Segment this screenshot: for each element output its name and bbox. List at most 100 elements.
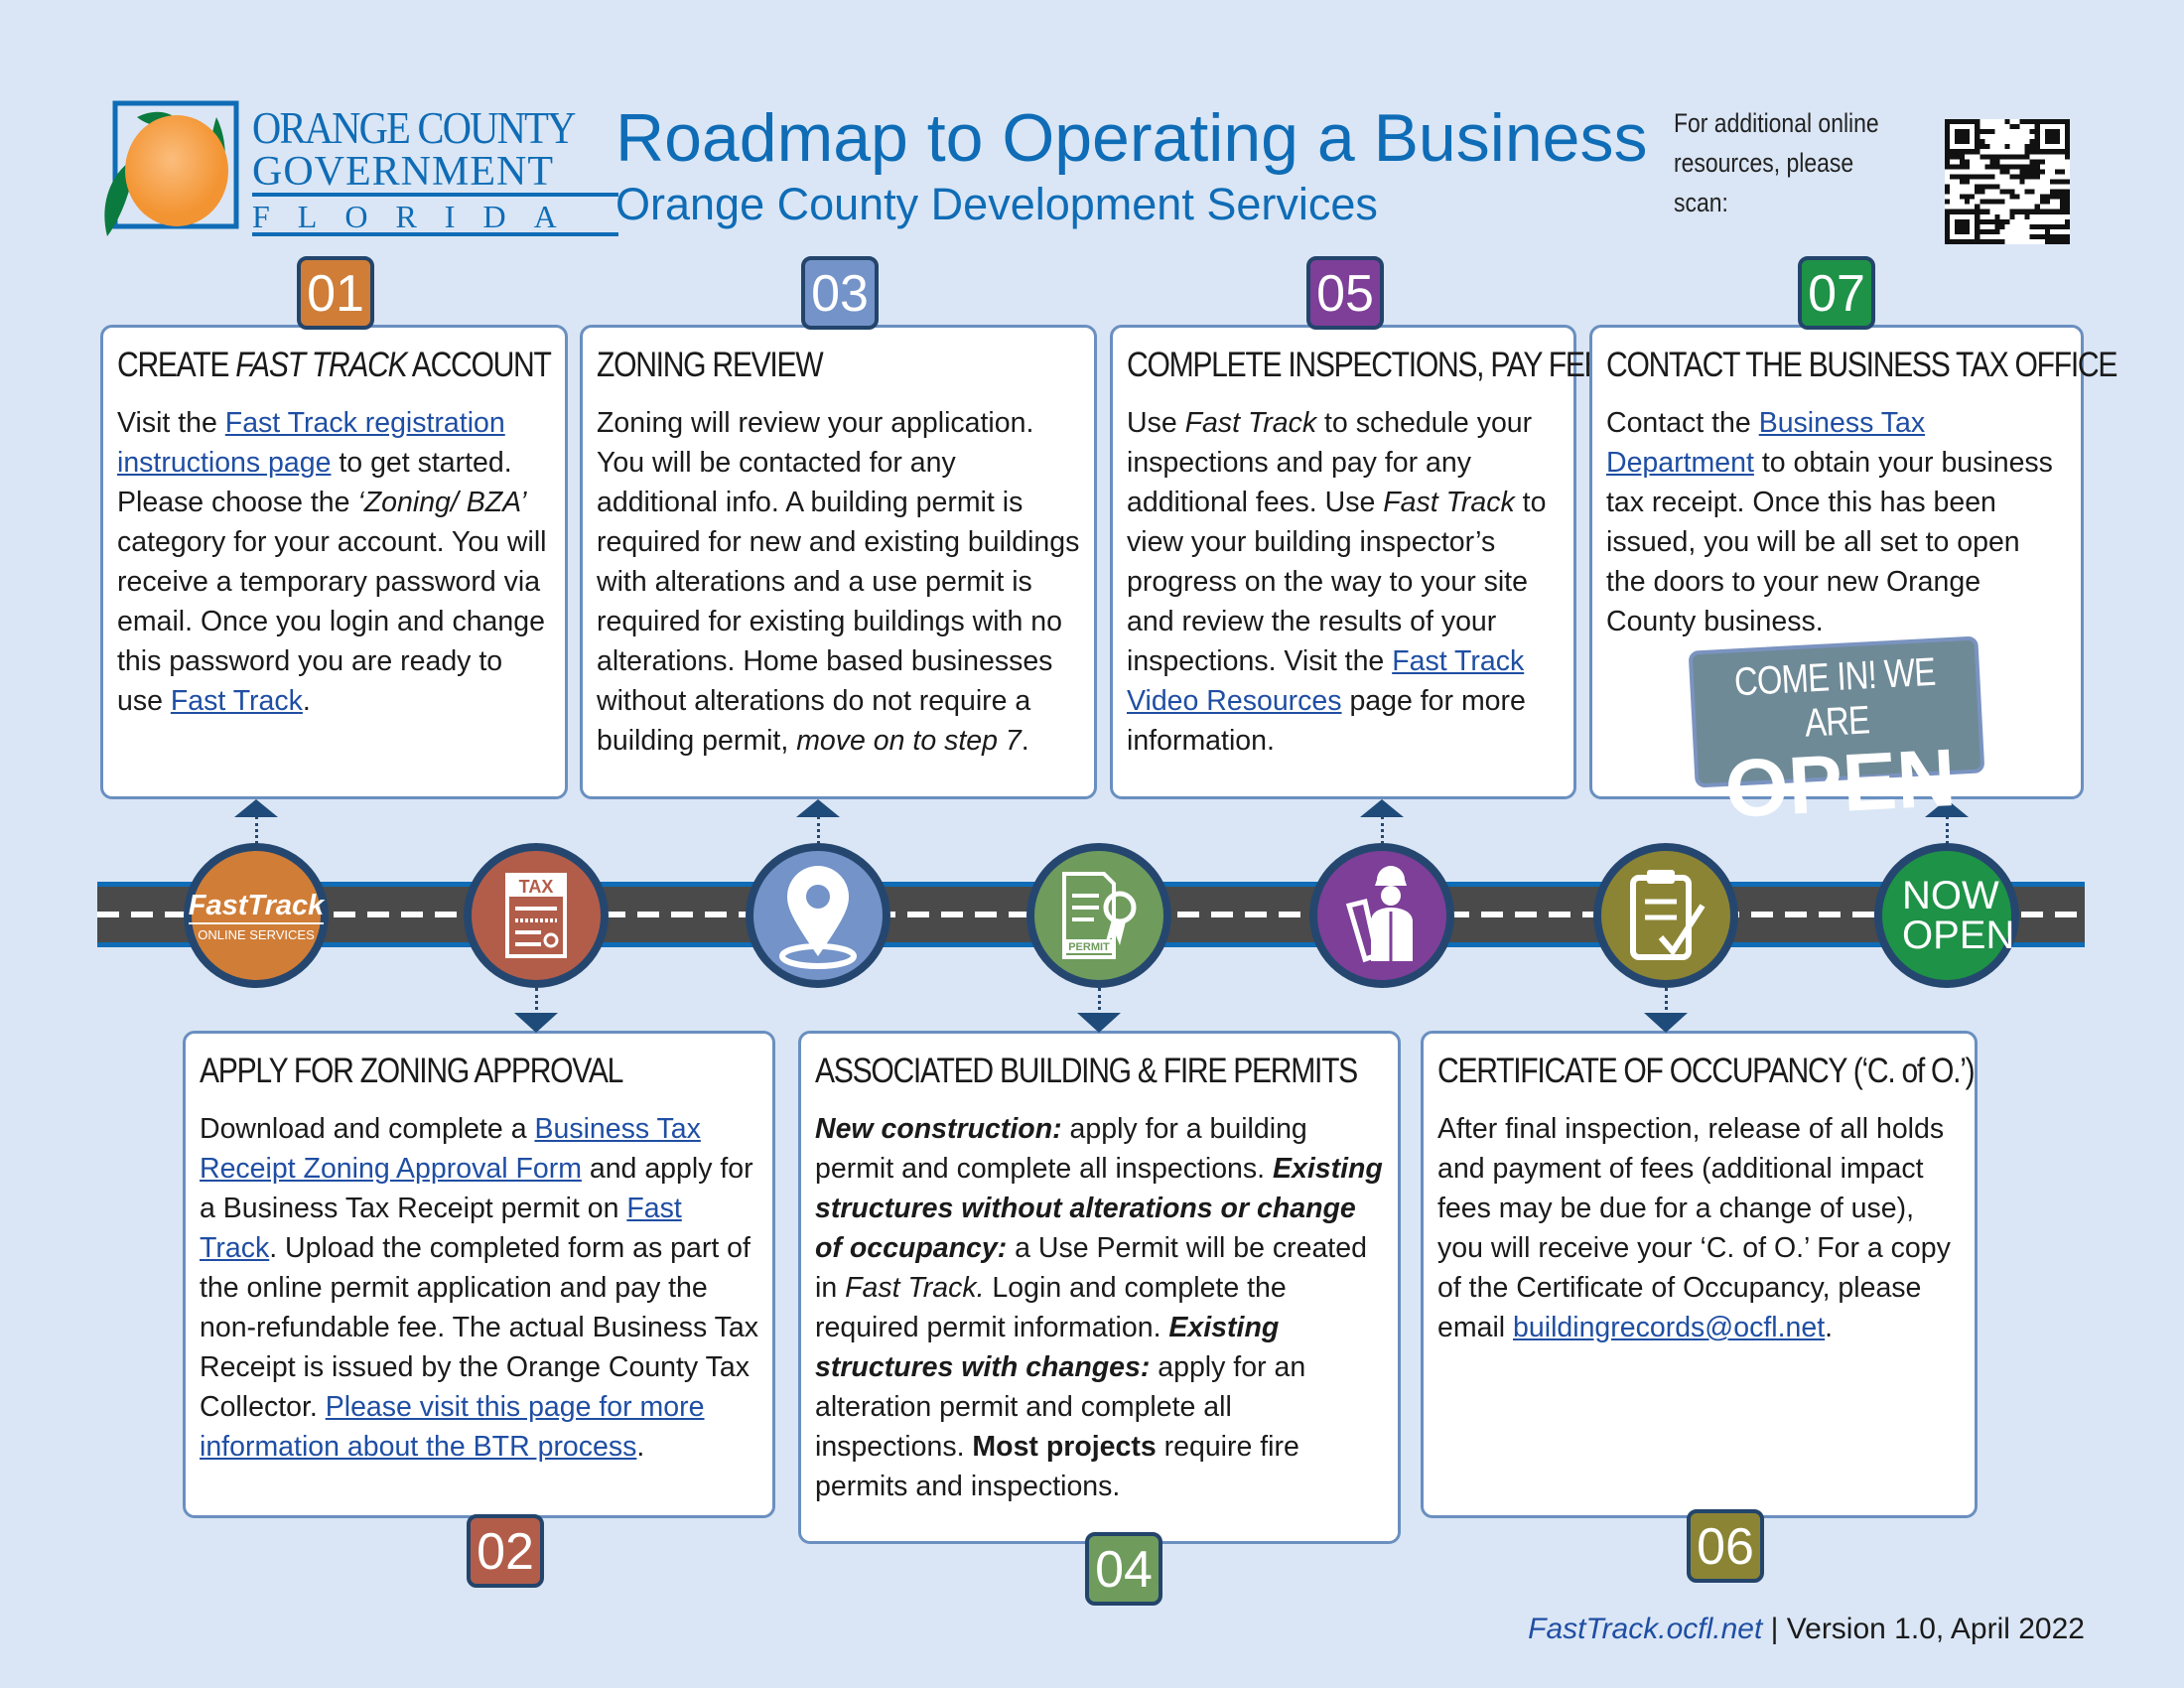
- step-05-card: COMPLETE INSPECTIONS, PAY FEES Use Fast T…: [1110, 325, 1622, 799]
- step-title: COMPLETE INSPECTIONS, PAY FEES: [1127, 346, 1622, 384]
- text-run: move on to step 7: [796, 725, 1022, 757]
- clipboard-check-icon: [1593, 843, 1738, 988]
- step-title: CREATE FAST TRACK ACCOUNTCREATE FAST TRA…: [117, 346, 552, 384]
- text-run: Existing structures with changes:: [815, 1312, 1280, 1383]
- text-link[interactable]: buildingrecords@ocfl.net: [1513, 1312, 1826, 1343]
- text-run: a Use Permit will be created in: [815, 1232, 1367, 1304]
- step-07-card: CONTACT THE BUSINESS TAX OFFICE Contact t…: [1589, 325, 2117, 799]
- open-sign-image: COME IN! WE ARE OPEN: [1688, 635, 1985, 835]
- fasttrack-logo-icon: FastTrack ONLINE SERVICES: [184, 843, 329, 988]
- text-run: Contact the: [1606, 407, 1759, 439]
- step-number-badge: 04: [1085, 1532, 1162, 1606]
- text-link[interactable]: Fast Track registration instructions pag…: [117, 407, 505, 479]
- logo-line1: ORANGE COUNTY: [252, 102, 576, 153]
- text-run: Login and complete the required permit i…: [815, 1272, 1287, 1343]
- version-text: Version 1.0, April 2022: [1786, 1613, 2085, 1645]
- text-link[interactable]: Fast Track: [170, 685, 303, 717]
- text-run: Fast Track.: [845, 1272, 985, 1304]
- now-open-text: NOW OPEN: [1902, 874, 2015, 957]
- arrow-up-icon: [796, 799, 840, 817]
- step-number-badge: 01: [297, 256, 374, 330]
- logo-line3: FLORIDA: [252, 197, 618, 236]
- open-sign-line2: OPEN: [1722, 732, 1959, 835]
- text-link[interactable]: Business Tax Receipt Zoning Approval For…: [200, 1113, 701, 1185]
- now-open-icon: NOW OPEN: [1874, 843, 2019, 988]
- svg-text:TAX: TAX: [519, 877, 554, 897]
- text-run: .: [1825, 1312, 1834, 1343]
- text-run: category for your account. You will rece…: [117, 526, 547, 717]
- open-sign-line1: COME IN! WE ARE: [1732, 649, 1937, 746]
- text-link[interactable]: Please visit this page for more informat…: [200, 1391, 705, 1463]
- connector-line: [255, 816, 258, 844]
- arrow-up-icon: [1360, 799, 1404, 817]
- step-01-card: CREATE FAST TRACK ACCOUNTCREATE FAST TRA…: [100, 325, 568, 799]
- text-run: Most projects: [972, 1431, 1157, 1463]
- text-run: Existing structures without alterations …: [815, 1153, 1383, 1264]
- fasttrack-subtitle: ONLINE SERVICES: [198, 926, 315, 942]
- connector-line: [1665, 988, 1668, 1016]
- step-title: CERTIFICATE OF OCCUPANCY (‘C. of O.’): [1437, 1052, 1976, 1090]
- fasttrack-wordmark: FastTrack: [188, 890, 325, 924]
- text-run: to obtain your business tax receipt. Onc…: [1606, 447, 2053, 637]
- step-03-card: ZONING REVIEW Zoning will review your app…: [580, 325, 1097, 799]
- step-title: CONTACT THE BUSINESS TAX OFFICE: [1606, 346, 2117, 384]
- text-run: to schedule your inspections and pay for…: [1127, 407, 1533, 518]
- text-run: After final inspection, release of all h…: [1437, 1113, 1951, 1343]
- text-link[interactable]: Business Tax Department: [1606, 407, 1926, 479]
- qr-code-icon[interactable]: [1944, 119, 2071, 244]
- text-run: apply for a building permit and complete…: [815, 1113, 1307, 1185]
- text-run: .: [302, 685, 311, 717]
- location-pin-icon: [746, 843, 890, 988]
- text-run: Use: [1127, 407, 1185, 439]
- permit-certificate-icon: PERMITPERMIT: [1026, 843, 1171, 988]
- footer-separator: |: [1762, 1613, 1787, 1645]
- text-run: Visit the: [117, 407, 225, 439]
- step-title: ZONING REVIEW: [597, 346, 824, 384]
- logo-line2: GOVERNMENT: [252, 151, 618, 197]
- step-description: Visit the Fast Track registration instru…: [117, 403, 551, 721]
- text-run: to view your building inspector’s progre…: [1127, 487, 1547, 677]
- text-run: and apply for a Business Tax Receipt per…: [200, 1153, 753, 1224]
- step-description: Download and complete a Business Tax Rec…: [200, 1109, 758, 1467]
- arrow-up-icon: [234, 799, 278, 817]
- arrow-down-icon: [514, 1013, 558, 1033]
- connector-line: [1098, 988, 1101, 1016]
- fasttrack-link[interactable]: FastTrack.ocfl.net: [1528, 1613, 1763, 1645]
- text-run: to get started. Please choose the: [117, 447, 512, 518]
- step-number-badge: 02: [467, 1514, 544, 1588]
- text-run: apply for an alteration permit and compl…: [815, 1351, 1306, 1463]
- text-run: ‘Zoning/ BZA’: [357, 487, 527, 518]
- inspector-icon: [1309, 843, 1454, 988]
- step-number-badge: 06: [1687, 1509, 1764, 1583]
- text-run: Zoning will review your application. You…: [597, 407, 1080, 757]
- text-run: New construction:: [815, 1113, 1062, 1145]
- svg-text:PERMIT: PERMIT: [1068, 941, 1110, 953]
- step-title: ASSOCIATED BUILDING & FIRE PERMITS: [815, 1052, 1358, 1090]
- arrow-up-icon: [1925, 799, 1969, 817]
- text-run: Download and complete a: [200, 1113, 535, 1145]
- step-description: After final inspection, release of all h…: [1437, 1109, 1961, 1347]
- text-run: Fast Track: [1383, 487, 1515, 518]
- step-number-badge: 07: [1798, 256, 1875, 330]
- connector-line: [1381, 816, 1384, 844]
- page-title: Roadmap to Operating a Business: [615, 100, 1648, 176]
- step-description: Contact the Business Tax Department to o…: [1606, 403, 2067, 641]
- step-description: Zoning will review your application. You…: [597, 403, 1080, 761]
- step-description: New construction: apply for a building p…: [815, 1109, 1384, 1506]
- text-link[interactable]: Fast Track: [200, 1193, 682, 1264]
- text-run: .: [1021, 725, 1029, 757]
- step-title: APPLY FOR ZONING APPROVAL: [200, 1052, 623, 1090]
- step-06-card: CERTIFICATE OF OCCUPANCY (‘C. of O.’) Aft…: [1421, 1031, 1978, 1518]
- connector-line: [817, 816, 820, 844]
- orange-fruit-icon: [104, 100, 239, 236]
- qr-caption: For additional online resources, please …: [1674, 108, 1879, 217]
- text-run: .: [636, 1431, 645, 1463]
- step-04-card: ASSOCIATED BUILDING & FIRE PERMITS New co…: [798, 1031, 1401, 1544]
- arrow-down-icon: [1077, 1013, 1121, 1033]
- text-run: page for more information.: [1127, 685, 1526, 757]
- tax-form-icon: TAXTAX: [464, 843, 609, 988]
- footer: FastTrack.ocfl.net | Version 1.0, April …: [1528, 1613, 2085, 1646]
- text-link[interactable]: Fast Track Video Resources: [1127, 645, 1525, 717]
- step-number-badge: 03: [801, 256, 879, 330]
- text-run: . Upload the completed form as part of t…: [200, 1232, 758, 1423]
